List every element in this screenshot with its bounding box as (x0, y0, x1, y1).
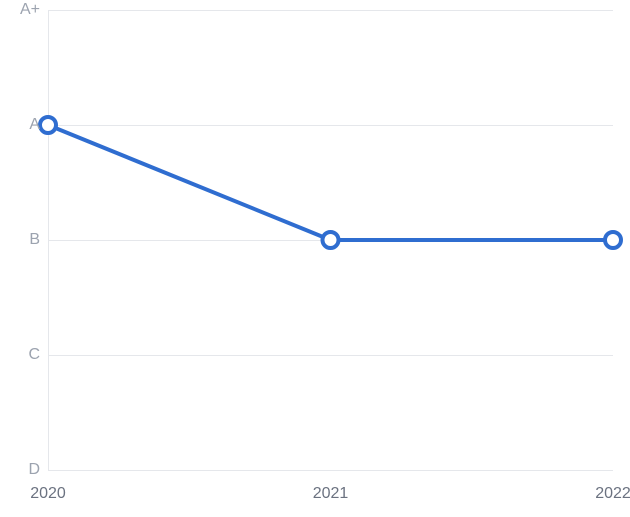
line-series-svg (48, 10, 613, 470)
x-axis-label: 2022 (595, 485, 630, 503)
y-axis-label: D (28, 461, 40, 479)
x-axis-label: 2020 (30, 485, 66, 503)
y-axis-label: C (28, 346, 40, 364)
y-axis-label: B (29, 231, 40, 249)
grade-line-chart: A+ A B C D 2020 2021 2022 (0, 0, 630, 517)
y-axis-label: A+ (20, 1, 40, 19)
data-marker (605, 232, 621, 248)
x-axis-label: 2021 (313, 485, 349, 503)
data-line (48, 125, 613, 240)
data-marker (323, 232, 339, 248)
gridline (48, 470, 613, 471)
data-marker (40, 117, 56, 133)
y-axis-label: A (29, 116, 40, 134)
